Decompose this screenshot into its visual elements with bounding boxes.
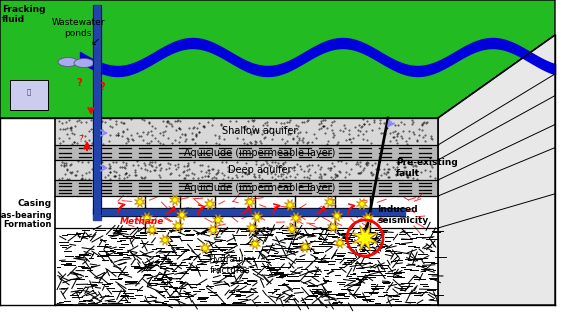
Polygon shape — [438, 35, 555, 305]
Polygon shape — [0, 0, 555, 118]
Polygon shape — [172, 221, 184, 232]
Polygon shape — [55, 160, 438, 180]
Text: ⬛: ⬛ — [27, 88, 31, 95]
Text: ?: ? — [78, 135, 83, 144]
Polygon shape — [324, 197, 336, 207]
Polygon shape — [249, 238, 261, 250]
Polygon shape — [55, 196, 438, 228]
Polygon shape — [199, 242, 211, 254]
Polygon shape — [356, 198, 368, 210]
Polygon shape — [146, 224, 158, 236]
Polygon shape — [55, 180, 438, 196]
Polygon shape — [244, 197, 256, 207]
Polygon shape — [55, 118, 438, 145]
Polygon shape — [95, 208, 101, 214]
Text: Deep aquifer: Deep aquifer — [228, 165, 292, 175]
Text: Induced
seismicity: Induced seismicity — [377, 205, 428, 225]
Polygon shape — [252, 212, 262, 222]
Polygon shape — [334, 237, 346, 249]
Text: ?: ? — [99, 82, 105, 92]
Text: ?: ? — [76, 78, 82, 88]
Polygon shape — [363, 212, 373, 223]
Text: Gas-bearing
Formation: Gas-bearing Formation — [0, 211, 52, 229]
Ellipse shape — [58, 57, 78, 66]
Polygon shape — [328, 222, 338, 232]
Text: Aquiclude (impermeable layer): Aquiclude (impermeable layer) — [184, 148, 336, 158]
Polygon shape — [176, 209, 187, 221]
Polygon shape — [300, 241, 311, 252]
Polygon shape — [169, 194, 181, 206]
Polygon shape — [93, 208, 101, 220]
Text: Hydraulic
fractures: Hydraulic fractures — [208, 255, 252, 275]
Text: Shallow aquifer: Shallow aquifer — [222, 126, 298, 137]
Polygon shape — [284, 199, 296, 211]
Text: Pre-existing
fault: Pre-existing fault — [396, 158, 458, 178]
Polygon shape — [204, 198, 216, 210]
Polygon shape — [332, 211, 342, 222]
Polygon shape — [352, 225, 378, 251]
Polygon shape — [159, 234, 171, 246]
Text: Methane: Methane — [120, 217, 164, 227]
Polygon shape — [141, 212, 153, 223]
Polygon shape — [55, 228, 438, 305]
Polygon shape — [291, 212, 302, 223]
Polygon shape — [207, 224, 218, 236]
Polygon shape — [10, 80, 48, 110]
Text: Wastewater
ponds: Wastewater ponds — [51, 18, 105, 38]
Text: Aquiclude (impermeable layer): Aquiclude (impermeable layer) — [184, 183, 336, 193]
Polygon shape — [247, 222, 257, 234]
Text: Casing: Casing — [18, 199, 52, 208]
Ellipse shape — [74, 59, 94, 67]
Polygon shape — [287, 223, 297, 235]
Polygon shape — [135, 197, 146, 207]
Polygon shape — [212, 214, 224, 226]
Polygon shape — [55, 145, 438, 160]
Text: ↙: ↙ — [90, 37, 100, 47]
Text: Fracking
fluid: Fracking fluid — [2, 5, 46, 24]
